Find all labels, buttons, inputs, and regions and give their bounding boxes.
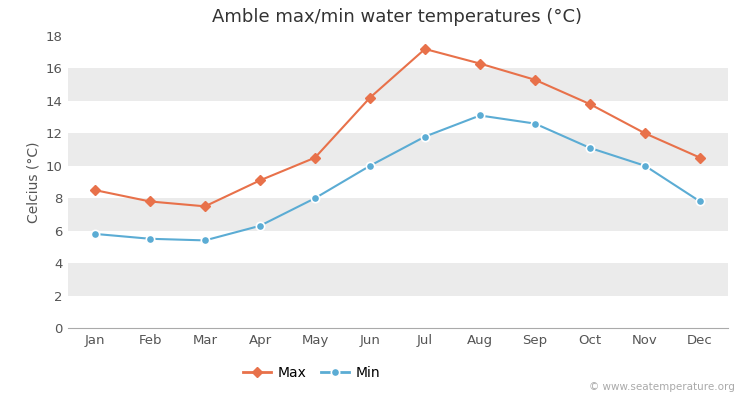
Y-axis label: Celcius (°C): Celcius (°C) xyxy=(26,141,40,223)
Min xyxy=(421,134,430,139)
Title: Amble max/min water temperatures (°C): Amble max/min water temperatures (°C) xyxy=(212,8,583,26)
Text: © www.seatemperature.org: © www.seatemperature.org xyxy=(590,382,735,392)
Bar xyxy=(68,101,728,133)
Line: Max: Max xyxy=(92,46,704,210)
Bar xyxy=(68,231,728,263)
Bar xyxy=(68,263,728,296)
Max xyxy=(421,46,430,51)
Max xyxy=(640,131,650,136)
Max xyxy=(310,155,320,160)
Min xyxy=(586,146,595,150)
Max xyxy=(200,204,209,209)
Max xyxy=(530,78,539,82)
Line: Min: Min xyxy=(91,111,704,244)
Min xyxy=(146,236,154,241)
Bar xyxy=(68,68,728,101)
Min xyxy=(365,163,374,168)
Min xyxy=(476,113,484,118)
Min xyxy=(200,238,209,243)
Min xyxy=(695,199,704,204)
Legend: Max, Min: Max, Min xyxy=(238,360,386,385)
Bar xyxy=(68,166,728,198)
Max xyxy=(365,95,374,100)
Min xyxy=(256,223,265,228)
Max xyxy=(256,178,265,183)
Bar xyxy=(68,296,728,328)
Max xyxy=(91,188,100,192)
Max xyxy=(695,155,704,160)
Max xyxy=(586,102,595,106)
Min xyxy=(530,121,539,126)
Max xyxy=(476,61,484,66)
Max xyxy=(146,199,154,204)
Min xyxy=(91,232,100,236)
Bar xyxy=(68,133,728,166)
Min xyxy=(640,163,650,168)
Bar xyxy=(68,36,728,68)
Bar xyxy=(68,198,728,231)
Min xyxy=(310,196,320,201)
